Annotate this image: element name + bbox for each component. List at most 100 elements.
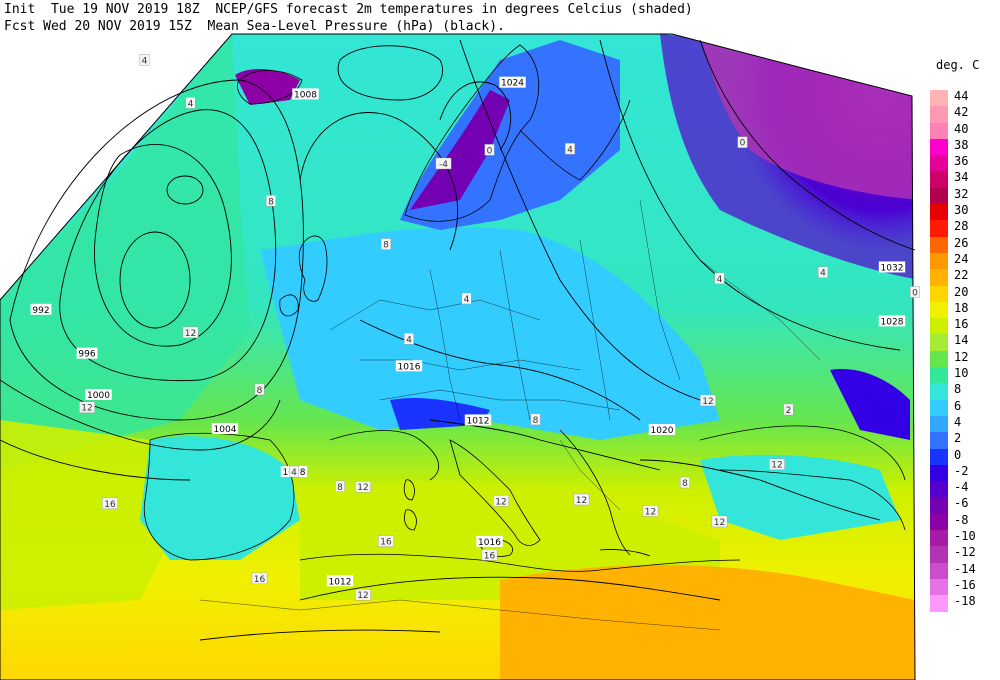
norway-mountains bbox=[410, 90, 510, 210]
pressure-isobars bbox=[0, 39, 916, 641]
legend-swatch: -16 bbox=[930, 578, 976, 596]
legend-swatch: 32 bbox=[930, 187, 968, 205]
legend-swatch: -12 bbox=[930, 545, 976, 563]
temperature-label-box bbox=[680, 476, 691, 489]
turkey-cool bbox=[700, 454, 900, 540]
temperature-label: 12 bbox=[771, 461, 782, 471]
temperature-label: 12 bbox=[357, 483, 368, 493]
temperature-label: 0 bbox=[740, 139, 746, 149]
temperature-label-box bbox=[642, 505, 659, 517]
legend-swatch: 30 bbox=[930, 203, 968, 221]
isobar-label: 1016 bbox=[398, 362, 421, 372]
legend-swatch: 20 bbox=[930, 285, 968, 302]
temperature-label: 16 bbox=[484, 551, 496, 561]
temperature-label: 4 bbox=[464, 295, 470, 305]
temperature-label-box bbox=[573, 493, 590, 506]
temperature-label-box bbox=[404, 333, 415, 345]
temperature-labels: 44-4040-8-488444012128412281648121212812… bbox=[79, 54, 920, 601]
temperature-label: 4 bbox=[717, 275, 723, 285]
isobar-label-box bbox=[878, 261, 906, 273]
temperature-label-box bbox=[381, 238, 392, 250]
legend-swatch: -4 bbox=[930, 480, 968, 498]
legend-label: -2 bbox=[954, 463, 969, 478]
temperature-label: 12 bbox=[576, 496, 587, 506]
temperature-label: 8 bbox=[257, 386, 263, 396]
legend-label: 8 bbox=[954, 382, 962, 397]
legend-label: -4 bbox=[954, 480, 969, 495]
temperature-label-box bbox=[700, 394, 716, 407]
isobar-label-box bbox=[292, 88, 319, 100]
legend-swatch: 36 bbox=[930, 154, 968, 172]
iberia-land bbox=[140, 436, 300, 560]
legend-label: 10 bbox=[954, 366, 969, 381]
legend-label: 2 bbox=[954, 431, 962, 446]
legend-label: 20 bbox=[954, 284, 969, 299]
legend-swatch: 28 bbox=[930, 219, 968, 237]
temperature-label-box bbox=[783, 403, 794, 416]
legend-colorbar: 44 42 40 38 36 34 32 30 28 26 24 22 20 18 16 14 12 10 8 6 4 2… bbox=[930, 89, 976, 612]
isobar-label: 1008 bbox=[294, 90, 317, 100]
temperature-label-box bbox=[335, 480, 346, 492]
temperature-label: 16 bbox=[104, 500, 116, 510]
legend-label: 14 bbox=[954, 333, 969, 348]
temperature-label-box bbox=[182, 326, 199, 339]
temperature-label: 8 bbox=[268, 197, 274, 207]
legend-label: 38 bbox=[954, 137, 969, 152]
isobar-label: 996 bbox=[78, 350, 95, 360]
legend-label: 22 bbox=[954, 268, 969, 283]
legend-swatch: 40 bbox=[930, 122, 968, 139]
temperature-label: 4 bbox=[188, 99, 194, 109]
legend-label: 12 bbox=[954, 349, 969, 364]
temperature-label-box bbox=[79, 401, 95, 413]
isobar-label-box bbox=[76, 347, 98, 359]
temperature-label: 12 bbox=[185, 329, 196, 339]
temperature-label: 0 bbox=[487, 146, 493, 156]
legend-label: -8 bbox=[954, 512, 969, 527]
caucasus-cold bbox=[830, 369, 910, 440]
temperature-label: 8 bbox=[682, 479, 688, 489]
isobar-label: 992 bbox=[32, 306, 49, 316]
legend-label: 42 bbox=[954, 105, 969, 120]
temperature-label: 4 bbox=[406, 335, 412, 345]
temperature-label-box bbox=[185, 97, 196, 109]
isobar-label: 1028 bbox=[881, 317, 904, 327]
legend-swatch: -8 bbox=[930, 513, 968, 531]
isobar-label-box bbox=[30, 303, 52, 315]
iceland-cold bbox=[235, 68, 300, 105]
legend-label: 40 bbox=[954, 121, 969, 136]
isobar-label: 1000 bbox=[87, 391, 110, 401]
isobar-label: 1032 bbox=[881, 263, 904, 273]
legend-swatch: -18 bbox=[930, 594, 976, 612]
legend-swatch: 26 bbox=[930, 236, 968, 253]
legend-label: 18 bbox=[954, 300, 969, 315]
temperature-label-box bbox=[355, 481, 371, 493]
isobar-label-box bbox=[85, 388, 112, 400]
legend-label: 44 bbox=[954, 89, 969, 103]
legend-swatch: 42 bbox=[930, 105, 968, 123]
isobar-label: 1016 bbox=[478, 538, 501, 548]
forecast-map: 1008102498699299610001004100810161012103… bbox=[0, 33, 920, 680]
temperature-label: 4 bbox=[820, 269, 826, 279]
isobar-label: 1012 bbox=[329, 577, 352, 587]
legend-swatch: -10 bbox=[930, 529, 976, 547]
isobar-label-box bbox=[476, 535, 503, 547]
temperature-label: 8 bbox=[383, 241, 389, 251]
legend-label: 26 bbox=[954, 235, 969, 250]
temperature-label-box bbox=[737, 136, 748, 148]
isobar-label-box bbox=[395, 360, 423, 372]
temperature-label: 8 bbox=[337, 483, 343, 493]
temperature-label-box bbox=[355, 589, 371, 601]
temperature-label-box bbox=[378, 535, 394, 547]
legend-label: -12 bbox=[954, 545, 976, 560]
temperature-label: 16 bbox=[254, 575, 266, 585]
temperature-label-box bbox=[818, 266, 829, 278]
temperature-label-box bbox=[102, 497, 118, 509]
isobar-label-box bbox=[648, 423, 676, 435]
temperature-label: 12 bbox=[495, 497, 506, 507]
legend-label: 16 bbox=[954, 317, 969, 332]
legend-swatch: 4 bbox=[930, 415, 961, 433]
isobar-label: 1024 bbox=[501, 79, 524, 89]
legend-swatch: 34 bbox=[930, 170, 968, 188]
legend-swatch: 8 bbox=[930, 382, 961, 400]
legend-label: 28 bbox=[954, 219, 969, 234]
